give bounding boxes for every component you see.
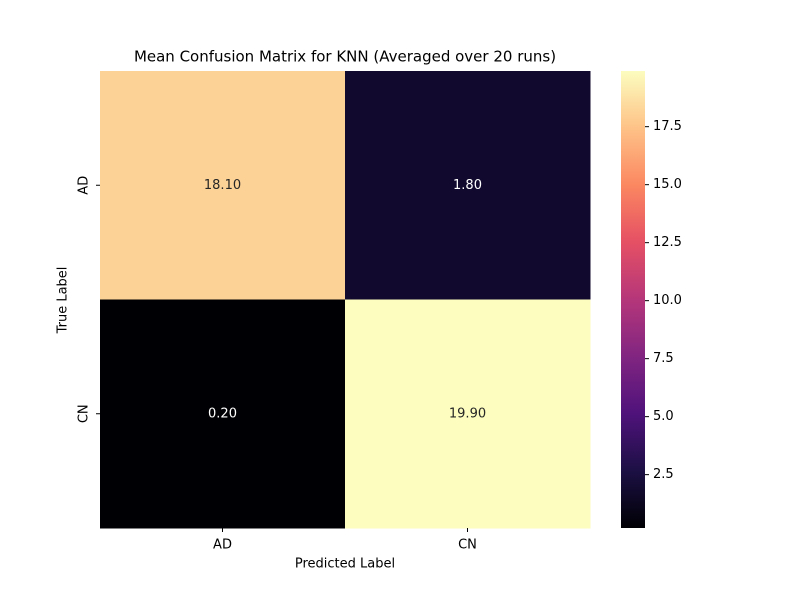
colorbar-tick-label: 5.0 — [653, 409, 674, 424]
colorbar — [621, 71, 645, 528]
heatmap-cell — [345, 71, 591, 300]
x-axis-label: Predicted Label — [295, 557, 395, 572]
colorbar-tick-label: 17.5 — [653, 119, 682, 134]
y-tick-label: AD — [77, 176, 92, 195]
heatmap-cell — [345, 299, 591, 529]
y-axis-label: True Label — [56, 267, 71, 335]
heatmap-cell — [100, 299, 346, 529]
cell-label: 18.10 — [204, 178, 241, 193]
colorbar-tick-label: 7.5 — [653, 351, 674, 366]
colorbar-tick-label: 2.5 — [653, 467, 674, 482]
colorbar-tick-label: 12.5 — [653, 235, 682, 250]
x-tick-label: CN — [458, 538, 477, 553]
x-tick-label: AD — [213, 538, 232, 553]
cell-label: 1.80 — [453, 178, 482, 193]
y-tick-label: CN — [77, 404, 92, 423]
cell-label: 19.90 — [449, 406, 486, 421]
heatmap-cell — [100, 71, 346, 300]
chart-title: Mean Confusion Matrix for KNN (Averaged … — [134, 48, 556, 66]
colorbar-tick-label: 10.0 — [653, 293, 682, 308]
colorbar-tick-label: 15.0 — [653, 177, 682, 192]
cell-label: 0.20 — [208, 406, 237, 421]
